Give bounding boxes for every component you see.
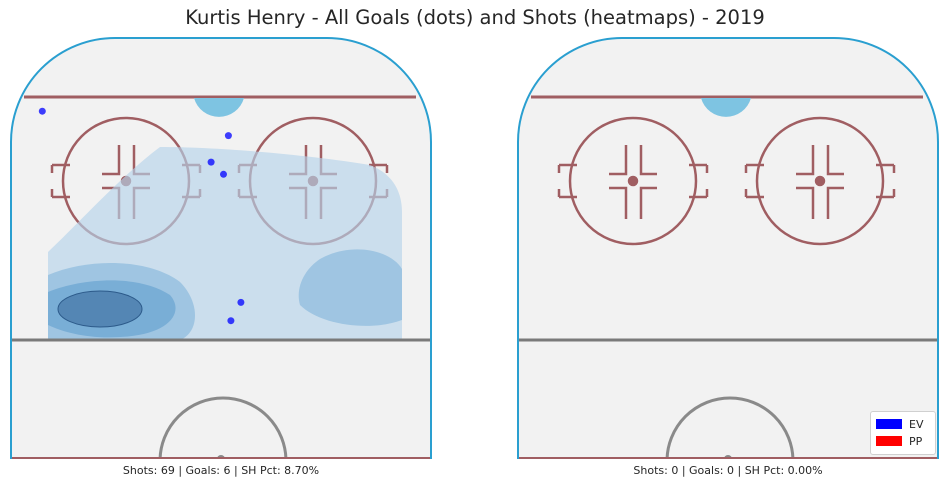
goal-crease — [194, 98, 244, 117]
rink-right — [517, 37, 939, 459]
goal-dot — [237, 298, 245, 306]
faceoff-circle-right — [744, 116, 896, 246]
legend-item-ev: EV — [876, 417, 923, 431]
goal-dot — [207, 158, 215, 166]
goal-dots-left — [38, 107, 245, 325]
goal-dot — [224, 132, 232, 140]
rink-left — [10, 37, 432, 459]
goal-crease — [701, 98, 751, 117]
boards — [517, 37, 939, 459]
faceoff-circle-left — [557, 116, 709, 246]
chart-title: Kurtis Henry - All Goals (dots) and Shot… — [185, 6, 765, 29]
center-circle — [665, 396, 795, 459]
goal-dot — [38, 107, 46, 115]
goal-dot — [220, 170, 227, 178]
shot-heatmap — [48, 147, 402, 340]
stats-right: Shots: 0 | Goals: 0 | SH Pct: 0.00% — [633, 464, 823, 477]
boards — [10, 37, 432, 459]
ice-surface — [518, 38, 938, 459]
legend: EV PP — [870, 411, 936, 455]
legend-swatch-ev — [876, 419, 902, 429]
legend-label-ev: EV — [909, 417, 924, 431]
stats-left: Shots: 69 | Goals: 6 | SH Pct: 8.70% — [122, 464, 320, 477]
goal-dot — [227, 317, 235, 325]
legend-label-pp: PP — [909, 434, 923, 448]
center-circle — [158, 396, 288, 459]
legend-swatch-pp — [876, 436, 902, 446]
legend-item-pp: PP — [876, 434, 922, 448]
